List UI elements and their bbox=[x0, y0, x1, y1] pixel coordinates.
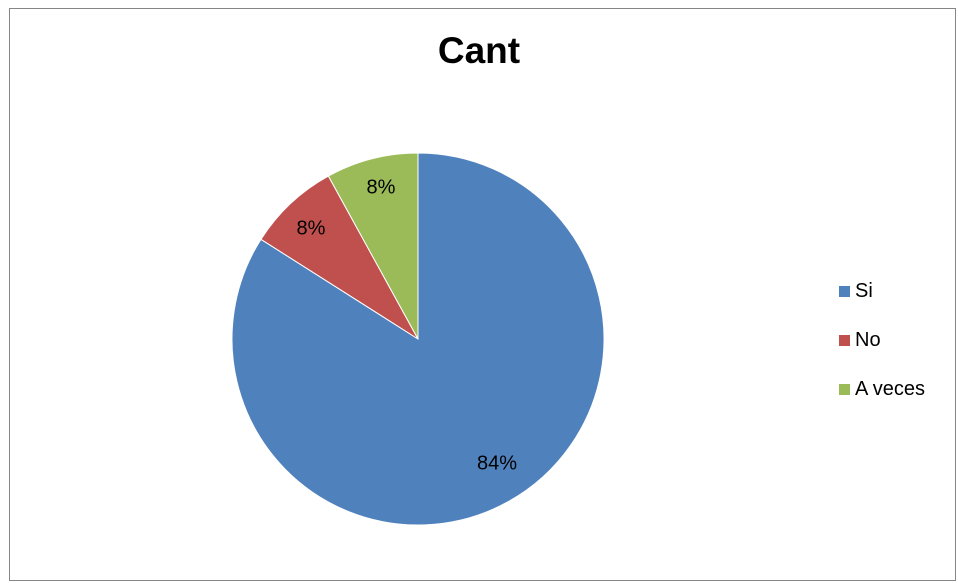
pie-slice-a-veces bbox=[327, 152, 419, 340]
legend-label-a-veces: A veces bbox=[855, 378, 926, 400]
pie-label-si: 84% bbox=[477, 452, 517, 474]
pie-slice-labels: 84% 8% 8% bbox=[297, 176, 518, 474]
legend-item-no: No bbox=[839, 328, 925, 353]
pie-label-a-veces: 8% bbox=[367, 176, 396, 198]
legend-label-si: Si bbox=[855, 280, 873, 302]
legend-swatch-a-veces bbox=[839, 384, 850, 395]
pie-slice-no bbox=[260, 175, 419, 340]
legend-label-no: No bbox=[855, 329, 881, 351]
legend-item-a-veces: A veces bbox=[839, 377, 925, 402]
legend: Si No A veces bbox=[839, 279, 925, 426]
legend-item-si: Si bbox=[839, 279, 925, 304]
legend-swatch-no bbox=[839, 335, 850, 346]
legend-swatch-si bbox=[839, 286, 850, 297]
chart-title: Cant bbox=[437, 30, 521, 71]
pie-slices bbox=[231, 152, 605, 526]
pie-label-no: 8% bbox=[297, 217, 326, 239]
